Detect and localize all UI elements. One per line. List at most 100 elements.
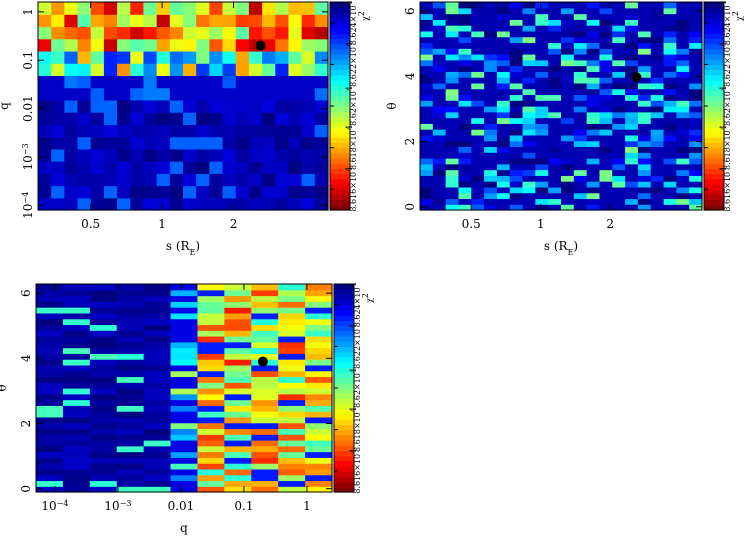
heatmap-cell <box>561 129 575 136</box>
heatmap-cell <box>471 36 485 44</box>
heatmap-cell <box>251 468 279 476</box>
heatmap-cell <box>169 26 184 40</box>
heatmap-cell <box>509 100 524 107</box>
colorbar-segment <box>334 486 354 493</box>
heatmap-cell <box>625 140 639 148</box>
heatmap-cell <box>301 38 316 52</box>
heatmap-cell <box>458 123 472 130</box>
heatmap-cell <box>196 161 210 174</box>
heatmap-cell <box>535 25 549 32</box>
heatmap-cell <box>676 198 690 205</box>
heatmap-cell <box>196 112 210 125</box>
heatmap-cell <box>496 7 511 15</box>
heatmap-cell <box>209 99 224 113</box>
heatmap-cell <box>196 148 210 162</box>
heatmap-cell <box>420 30 434 38</box>
heatmap-cell <box>305 445 333 453</box>
heatmap-cell <box>143 341 172 349</box>
heatmap-cell <box>625 175 639 182</box>
heatmap-cell <box>548 146 562 153</box>
heatmap-cell <box>62 411 91 418</box>
heatmap-cell <box>599 25 613 32</box>
heatmap-cell <box>612 82 626 90</box>
heatmap-cell <box>170 359 199 366</box>
heatmap-cell <box>663 2 677 9</box>
heatmap-cell <box>484 77 498 84</box>
colorbar-segment <box>704 64 724 71</box>
heatmap-cell <box>197 295 225 302</box>
heatmap-cell <box>458 111 472 119</box>
heatmap-cell <box>420 71 434 78</box>
heatmap-cell <box>196 63 210 77</box>
colorbar-segment <box>330 100 350 107</box>
colorbar-segment <box>330 85 350 91</box>
heatmap-cell <box>689 111 703 119</box>
heatmap-cell <box>689 25 703 32</box>
heatmap-cell <box>625 100 639 107</box>
colorbar-segment <box>704 116 724 123</box>
heatmap-cell <box>117 14 131 28</box>
heatmap-cell <box>169 75 184 89</box>
heatmap-cell <box>573 117 588 124</box>
heatmap-cell <box>170 463 199 470</box>
heatmap-cell <box>305 486 333 493</box>
heatmap-cell <box>170 307 199 314</box>
heatmap-cell <box>496 123 511 130</box>
heatmap-cell <box>548 71 562 78</box>
heatmap-cell <box>314 136 329 150</box>
heatmap-cell <box>305 370 333 378</box>
heatmap-cell <box>650 158 665 165</box>
heatmap-cell <box>599 82 613 90</box>
colorbar: 8.616×1048.618×1048.62×1048.622×1048.624… <box>329 0 370 212</box>
heatmap-cell <box>278 341 306 349</box>
heatmap-cell <box>278 411 306 418</box>
heatmap-cell <box>103 87 118 101</box>
heatmap-cell <box>522 19 536 26</box>
heatmap-cell <box>637 106 652 113</box>
heatmap-cell <box>676 7 690 15</box>
colorbar-segment <box>334 362 354 368</box>
heatmap-cell <box>445 117 460 124</box>
colorbar-segment <box>330 64 350 71</box>
heatmap-cell <box>143 284 172 291</box>
heatmap-cell <box>197 428 225 435</box>
heatmap-cell <box>573 158 588 165</box>
colorbar-segment <box>334 377 354 384</box>
heatmap-cell <box>90 75 105 89</box>
heatmap-cell <box>676 65 690 72</box>
heatmap-cell <box>561 117 575 124</box>
heatmap-cell <box>305 330 333 337</box>
heatmap-cell <box>64 63 79 77</box>
heatmap-cell <box>612 169 626 176</box>
heatmap-cell <box>548 186 562 194</box>
heatmap-cell <box>248 148 263 162</box>
heatmap-cell <box>573 59 588 67</box>
y-tick-label: 0 <box>403 203 417 211</box>
heatmap-cell <box>89 463 118 470</box>
heatmap-cell <box>637 134 652 142</box>
heatmap-cell <box>89 468 118 476</box>
heatmap-cell <box>548 2 562 9</box>
heatmap-cell <box>251 347 279 354</box>
heatmap-cell <box>484 94 498 101</box>
heatmap-cell <box>170 393 199 401</box>
heatmap-cell <box>612 71 626 78</box>
heatmap-cell <box>496 181 511 188</box>
heatmap-cell <box>275 173 290 187</box>
y-tick-label: 6 <box>19 289 33 297</box>
heatmap-cell <box>586 117 601 124</box>
heatmap-cell <box>278 330 306 337</box>
heatmap-cell <box>650 42 665 49</box>
heatmap-cell <box>197 411 225 418</box>
heatmap-cell <box>64 197 79 211</box>
heatmap-cell <box>251 463 279 470</box>
heatmap-cell <box>251 312 279 320</box>
heatmap-cell <box>650 2 665 9</box>
heatmap-cell <box>420 123 434 130</box>
colorbar-segment <box>334 471 354 477</box>
heatmap-cell <box>625 163 639 171</box>
heatmap-cell <box>625 111 639 119</box>
heatmap-cell <box>650 129 665 136</box>
heatmap-cell <box>561 77 575 84</box>
heatmap-cell <box>224 428 252 435</box>
